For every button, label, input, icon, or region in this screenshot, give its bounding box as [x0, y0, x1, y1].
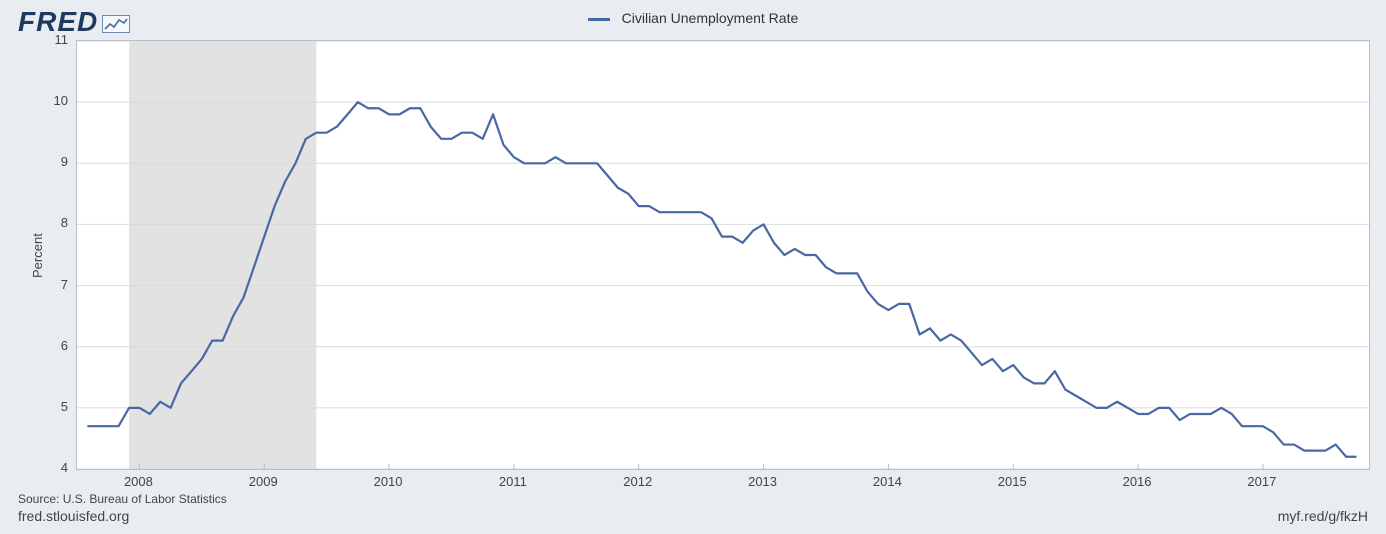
x-tick-label: 2016: [1117, 474, 1157, 489]
chart-plot-area: [76, 40, 1370, 470]
x-tick-label: 2011: [493, 474, 533, 489]
x-tick-label: 2010: [368, 474, 408, 489]
y-tick-label: 7: [38, 277, 68, 292]
x-tick-label: 2015: [992, 474, 1032, 489]
x-tick-label: 2012: [618, 474, 658, 489]
legend-swatch: [588, 18, 610, 21]
y-tick-label: 5: [38, 399, 68, 414]
shortlink-text: myf.red/g/fkzH: [1278, 508, 1368, 524]
site-url-text: fred.stlouisfed.org: [18, 508, 129, 524]
y-tick-label: 4: [38, 460, 68, 475]
x-tick-label: 2008: [118, 474, 158, 489]
y-tick-label: 10: [38, 93, 68, 108]
y-axis-label: Percent: [30, 233, 45, 278]
y-tick-label: 11: [38, 32, 68, 47]
x-tick-label: 2013: [743, 474, 783, 489]
chart-svg: [77, 41, 1369, 469]
y-tick-label: 8: [38, 215, 68, 230]
x-tick-label: 2014: [867, 474, 907, 489]
y-tick-label: 6: [38, 338, 68, 353]
legend: Civilian Unemployment Rate: [0, 10, 1386, 26]
y-tick-label: 9: [38, 154, 68, 169]
source-text: Source: U.S. Bureau of Labor Statistics: [18, 492, 227, 506]
x-tick-label: 2009: [243, 474, 283, 489]
x-tick-label: 2017: [1242, 474, 1282, 489]
legend-label: Civilian Unemployment Rate: [622, 10, 799, 26]
